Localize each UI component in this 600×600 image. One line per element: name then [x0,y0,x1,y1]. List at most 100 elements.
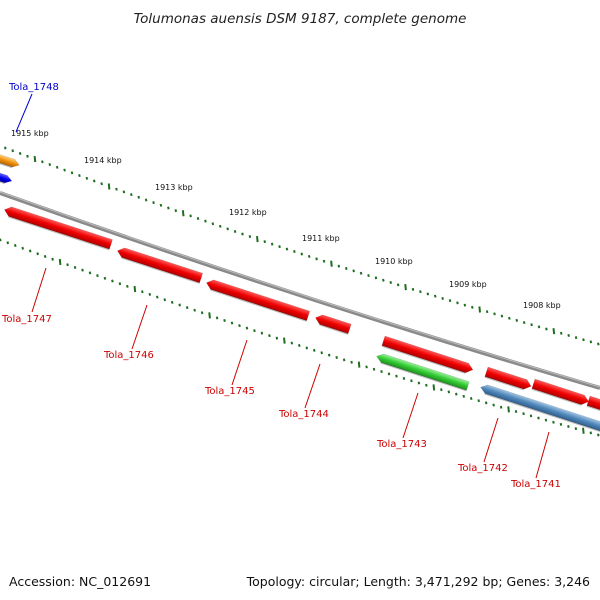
tick-mark [597,433,600,437]
tola-1748-gene [0,170,13,185]
tick-mark [141,290,144,294]
gene-label: Tola_1747 [1,314,52,325]
gene-label: Tola_1746 [103,350,154,361]
tick-mark [260,331,264,335]
tick-mark [432,384,436,391]
gene-leader-line [483,417,499,463]
gene-label: Tola_1743 [376,439,427,450]
gene-label: Tola_1741 [510,479,561,490]
tick-mark [181,210,185,217]
gene-leader-line [15,93,33,133]
tick-mark [559,331,563,335]
tick-mark [253,329,256,333]
tick-mark [582,427,585,434]
tick-mark [322,259,326,263]
tick-mark [88,271,92,275]
gene-leader-line [304,363,321,409]
tick-mark [268,334,271,338]
tick-mark [6,241,10,245]
tick-mark [387,372,391,376]
tick-mark [456,301,459,305]
map-title: Tolumonas auensis DSM 9187, complete gen… [134,11,467,27]
tick-mark [293,250,296,254]
tick-mark [455,392,458,396]
tick-mark [507,406,510,413]
tick-mark [96,274,99,278]
tick-mark [241,232,244,236]
tick-mark [51,257,54,261]
tick-mark [402,376,406,380]
tola-1742-gene [484,366,532,391]
tick-mark [275,336,279,340]
tick-mark [270,242,274,246]
tick-mark [582,338,585,342]
tick-mark [174,209,178,213]
steel-blue-gene-feature [480,384,600,433]
tick-mark [515,318,519,322]
kbp-label: 1910 kbp [375,257,413,266]
tick-mark [33,155,37,163]
tick-mark [133,285,137,293]
genome-backbone [0,191,600,390]
tick-mark [290,341,294,345]
tick-mark [55,165,59,169]
tick-mark [126,284,129,288]
tick-mark [514,410,518,414]
tick-mark [380,370,383,374]
tick-mark [425,383,428,387]
tick-mark [477,399,480,403]
kbp-label: 1913 kbp [155,183,193,192]
tick-mark [537,416,540,420]
tick-mark [522,321,526,325]
tick-mark [223,319,226,322]
tick-mark [469,397,473,400]
tick-mark [396,283,400,287]
tick-mark [492,403,495,407]
tola-1747-gene [4,206,113,251]
gene-labels: Tola_1748 Tola_1747 Tola_1746 Tola_1745 Tola… [1,82,561,490]
inner-tick-ring [0,238,600,437]
tick-mark [374,276,378,280]
tick-mark [567,333,570,337]
tick-mark [58,258,62,266]
tick-mark [478,306,481,313]
tick-mark [152,201,155,205]
tick-mark [185,306,189,310]
tick-mark [307,254,311,258]
tick-mark [193,308,196,312]
tick-mark [305,346,309,350]
gene-leader-line [231,339,248,386]
tick-mark [389,281,393,285]
tick-mark [448,299,452,303]
tick-mark [28,249,32,253]
tick-mark [499,405,503,409]
tick-mark [574,427,578,431]
tick-mark [238,324,241,328]
tick-mark [283,337,286,344]
tick-mark [115,187,118,191]
tick-mark [100,182,103,186]
tick-mark [103,276,107,280]
tick-mark [245,326,249,330]
tick-mark [256,235,259,243]
tick-mark [417,381,421,385]
gene-label: Tola_1745 [204,386,255,397]
gene-leader-line [131,304,148,350]
tick-mark [342,358,346,362]
kbp-labels: 1915 kbp 1914 kbp 1913 kbp 1912 kbp 1911 kbp… [11,129,561,310]
gene-label: Tola_1748 [8,82,59,93]
tick-mark [484,401,488,405]
tick-mark [4,146,7,150]
tick-mark [167,206,170,210]
tick-mark [315,257,318,261]
tick-mark [350,360,353,364]
tick-mark [26,154,29,158]
tick-mark [552,420,555,424]
tick-mark [335,356,338,360]
tick-mark [537,325,541,329]
tick-mark [589,431,593,435]
tick-mark [359,271,363,275]
tick-mark [463,303,467,307]
kbp-label: 1914 kbp [84,156,122,165]
